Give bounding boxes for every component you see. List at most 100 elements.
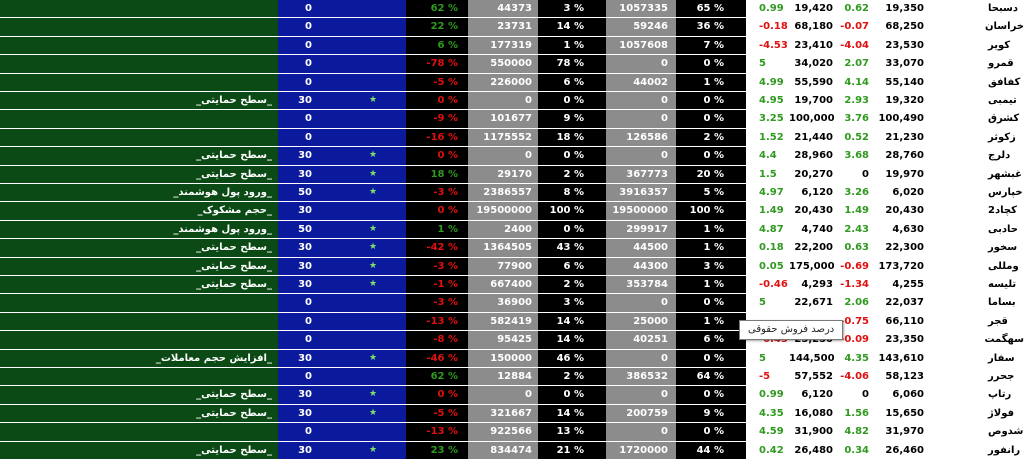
last-price-change-pct: 4.87	[751, 220, 789, 239]
symbol-name: فولاژ	[928, 404, 1024, 423]
last-price: 19,420	[789, 0, 835, 18]
table-row[interactable]: 0 -9 % 101677 9 % 0 0 % 3.25 100,000 3.76 100,490…	[0, 110, 1024, 128]
net-real-flow-pct: -8 %	[406, 331, 468, 349]
table-row[interactable]: _سطح حمایتی_ 30 ★ -42 % 1364505 43 % 44500 1 % 0…	[0, 239, 1024, 257]
star-icon: ★	[340, 147, 406, 165]
real-buy-pct: 18 %	[538, 128, 606, 147]
real-sell-volume: 126586	[606, 128, 676, 147]
column-separator	[746, 368, 751, 386]
net-real-flow-pct: -3 %	[406, 184, 468, 202]
real-sell-pct: 0 %	[676, 349, 746, 367]
close-price: 22,037	[873, 294, 928, 312]
symbol-name: جحرر	[928, 368, 1024, 386]
real-sell-volume: 386532	[606, 368, 676, 386]
real-sell-pct: 0 %	[676, 147, 746, 165]
net-real-flow-pct: -16 %	[406, 128, 468, 147]
column-separator	[746, 0, 751, 18]
last-price-change-pct: 0.18	[751, 239, 789, 257]
last-price: 23,410	[789, 36, 835, 55]
star-icon: ★	[340, 92, 406, 110]
signal-label: _ورود پول هوشمند_	[0, 184, 278, 202]
table-row[interactable]: _سطح حمایتی_ 30 ★ -3 % 77900 6 % 44300 3 % 0.05 1…	[0, 257, 1024, 275]
table-row[interactable]: 0 -13 % 582419 14 % 25000 1 % -0.75 66,110 قجر	[0, 312, 1024, 331]
net-real-flow-pct: -42 %	[406, 239, 468, 257]
last-price: 20,430	[789, 202, 835, 220]
signal-score: 0	[278, 128, 340, 147]
symbol-name: قجر	[928, 312, 1024, 331]
table-row[interactable]: 0 6 % 177319 1 % 1057608 7 % -4.53 23,410 -4.04 2…	[0, 36, 1024, 55]
table-row[interactable]: 0 -13 % 922566 13 % 0 0 % 4.59 31,900 4.82 31,970…	[0, 423, 1024, 441]
net-real-flow-pct: -5 %	[406, 73, 468, 91]
table-row[interactable]: _سطح حمایتی_ 30 ★ 0 % 0 0 % 0 0 % 4.4 28,960 3.68 2…	[0, 147, 1024, 165]
table-row[interactable]: _ورود پول هوشمند_ 50 ★ -3 % 2386557 8 % 391635…	[0, 184, 1024, 202]
table-row[interactable]: _سطح حمایتی_ 30 ★ 0 % 0 0 % 0 0 % 4.95 19,700 2.93…	[0, 92, 1024, 110]
symbol-name: حادبی	[928, 220, 1024, 239]
real-sell-volume: 1057608	[606, 36, 676, 55]
last-price: 26,480	[789, 441, 835, 459]
table-row[interactable]: _سطح حمایتی_ 30 ★ -1 % 667400 2 % 353784 1 % -0.…	[0, 276, 1024, 294]
table-row[interactable]: 0 -78 % 550000 78 % 0 0 % 5 34,020 2.07 33,070 قمر…	[0, 55, 1024, 73]
close-price-change-pct: -0.09	[835, 331, 873, 349]
real-buy-pct: 6 %	[538, 257, 606, 275]
signal-score: 30	[278, 239, 340, 257]
real-buy-pct: 6 %	[538, 73, 606, 91]
table-row[interactable]: _سطح حمایتی_ 30 ★ -5 % 321667 14 % 200759 9 % 4.…	[0, 404, 1024, 423]
table-row[interactable]: _افزایش حجم معاملات_ 30 ★ -46 % 150000 46 % 0 0…	[0, 349, 1024, 367]
real-buy-volume: 1364505	[468, 239, 538, 257]
table-row[interactable]: 0 62 % 12884 2 % 386532 64 % -5 57,552 -4.06 58,1…	[0, 368, 1024, 386]
table-row[interactable]: _سطح حمایتی_ 30 ★ 18 % 29170 2 % 367773 20 % 1.5…	[0, 165, 1024, 183]
real-buy-volume: 0	[468, 147, 538, 165]
table-row[interactable]: 0 -5 % 226000 6 % 44002 1 % 4.99 55,590 4.14 55,1…	[0, 73, 1024, 91]
signal-score: 30	[278, 349, 340, 367]
signal-score: 0	[278, 331, 340, 349]
signal-score: 0	[278, 423, 340, 441]
symbol-name: قمرو	[928, 55, 1024, 73]
table-row[interactable]: 0 62 % 44373 3 % 1057335 65 % 0.99 19,420 0.62 19…	[0, 0, 1024, 18]
real-buy-pct: 0 %	[538, 386, 606, 404]
real-buy-volume: 922566	[468, 423, 538, 441]
signal-label: _سطح حمایتی_	[0, 276, 278, 294]
table-row[interactable]: _حجم مشکوک_ 30 0 % 19500000 100 % 19500000 100…	[0, 202, 1024, 220]
last-price-change-pct: 4.99	[751, 73, 789, 91]
table-row[interactable]: _سطح حمایتی_ 30 ★ 23 % 834474 21 % 1720000 44 %…	[0, 441, 1024, 459]
signal-label: _سطح حمایتی_	[0, 92, 278, 110]
signal-score: 30	[278, 202, 340, 220]
real-buy-volume: 19500000	[468, 202, 538, 220]
column-separator	[746, 294, 751, 312]
table-row[interactable]: _ورود پول هوشمند_ 50 ★ 1 % 2400 0 % 299917 1 % 4…	[0, 220, 1024, 239]
last-price: 4,293	[789, 276, 835, 294]
signal-label: _افزایش حجم معاملات_	[0, 349, 278, 367]
signal-label	[0, 423, 278, 441]
real-sell-volume: 40251	[606, 331, 676, 349]
close-price-change-pct: 0	[835, 165, 873, 183]
table-row[interactable]: 0 -16 % 1175552 18 % 126586 2 % 1.52 21,440 0.52…	[0, 128, 1024, 147]
real-sell-pct: 5 %	[676, 184, 746, 202]
table-row[interactable]: 0 22 % 23731 14 % 59246 36 % -0.18 68,180 -0.07 6…	[0, 18, 1024, 36]
real-buy-volume: 23731	[468, 18, 538, 36]
symbol-name: رانفور	[928, 441, 1024, 459]
signal-score: 0	[278, 368, 340, 386]
signal-label	[0, 0, 278, 18]
real-sell-volume: 0	[606, 294, 676, 312]
real-buy-pct: 3 %	[538, 294, 606, 312]
symbol-name: دسبحا	[928, 0, 1024, 18]
net-real-flow-pct: -5 %	[406, 404, 468, 423]
star-icon: ★	[340, 220, 406, 239]
real-buy-pct: 0 %	[538, 220, 606, 239]
real-buy-pct: 14 %	[538, 404, 606, 423]
signal-label: _سطح حمایتی_	[0, 165, 278, 183]
real-buy-volume: 36900	[468, 294, 538, 312]
star-icon	[340, 368, 406, 386]
last-price-change-pct: 0.42	[751, 441, 789, 459]
last-price-change-pct: 3.25	[751, 110, 789, 128]
star-icon: ★	[340, 257, 406, 275]
table-row[interactable]: 0 -3 % 36900 3 % 0 0 % 5 22,671 2.06 22,037 بساما	[0, 294, 1024, 312]
table-row[interactable]: _سطح حمایتی_ 30 ★ 0 % 0 0 % 0 0 % 0.99 6,120 0 6,06…	[0, 386, 1024, 404]
real-buy-volume: 177319	[468, 36, 538, 55]
real-sell-pct: 100 %	[676, 202, 746, 220]
real-sell-pct: 2 %	[676, 128, 746, 147]
net-real-flow-pct: 1 %	[406, 220, 468, 239]
last-price: 28,960	[789, 147, 835, 165]
